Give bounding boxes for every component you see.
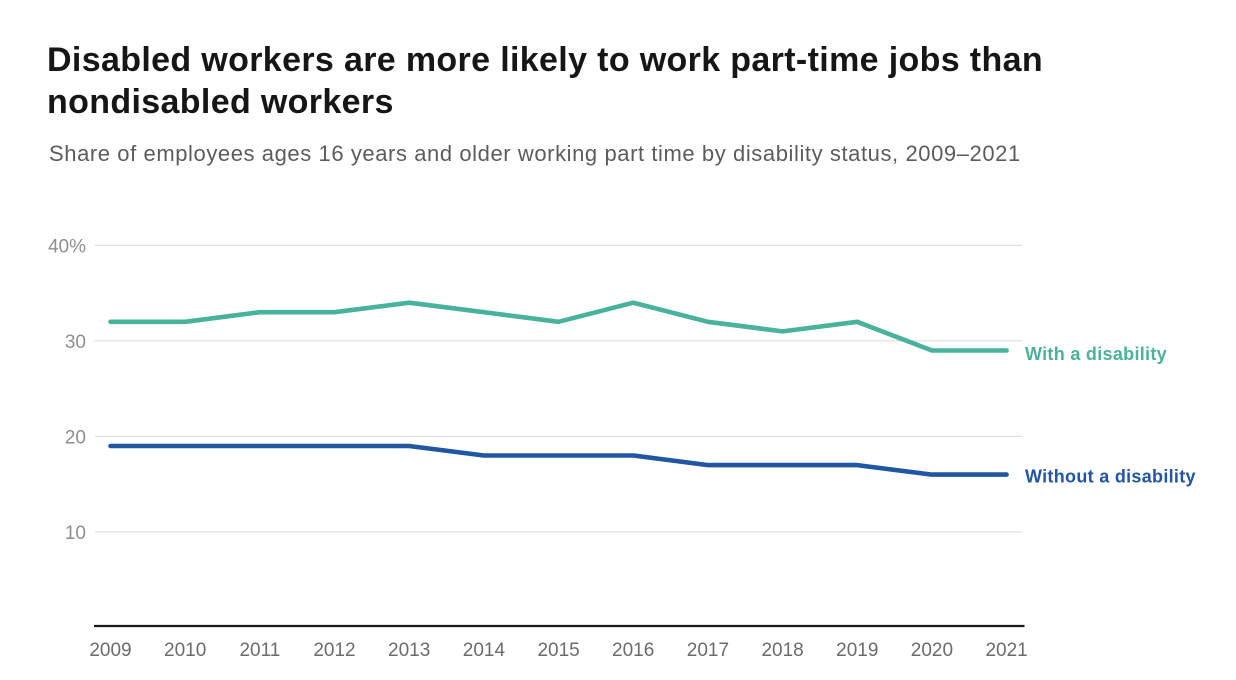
- svg-text:Share of employees ages 16 yea: Share of employees ages 16 years and old…: [49, 141, 1021, 166]
- svg-text:Without a disability: Without a disability: [1025, 467, 1196, 487]
- svg-text:2009: 2009: [89, 640, 131, 661]
- svg-text:2018: 2018: [761, 640, 803, 661]
- svg-text:2011: 2011: [239, 640, 280, 661]
- svg-text:40%: 40%: [48, 236, 86, 257]
- svg-text:20: 20: [65, 427, 86, 448]
- svg-text:2016: 2016: [612, 640, 654, 661]
- svg-text:10: 10: [65, 523, 86, 544]
- svg-text:2014: 2014: [463, 640, 506, 661]
- svg-text:2017: 2017: [687, 640, 729, 661]
- svg-text:2015: 2015: [537, 640, 579, 661]
- svg-text:2013: 2013: [388, 640, 430, 661]
- svg-text:30: 30: [65, 332, 86, 353]
- svg-text:2010: 2010: [164, 640, 206, 661]
- svg-text:2019: 2019: [836, 640, 878, 661]
- svg-text:2012: 2012: [313, 640, 355, 661]
- svg-text:With a disability: With a disability: [1025, 344, 1167, 364]
- svg-text:Disabled workers are more like: Disabled workers are more likely to work…: [47, 41, 1043, 79]
- svg-text:2020: 2020: [911, 640, 953, 661]
- svg-text:nondisabled workers: nondisabled workers: [47, 83, 394, 121]
- svg-text:2021: 2021: [985, 640, 1027, 661]
